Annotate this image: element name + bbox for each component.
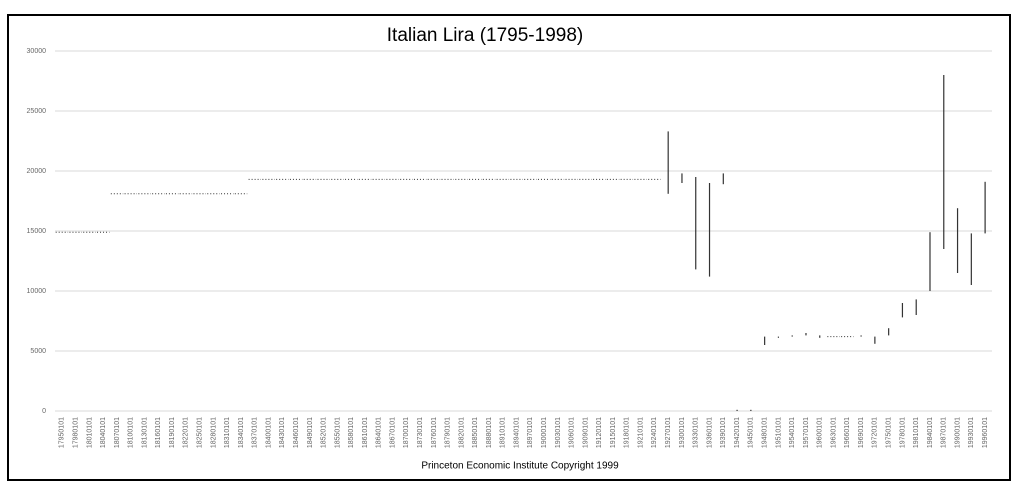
x-tick-label: 19240101 — [651, 417, 658, 448]
x-tick-label: 18820101 — [458, 417, 465, 448]
x-tick-label: 18370101 — [252, 417, 259, 448]
x-tick-label: 18760101 — [431, 417, 438, 448]
x-tick-label: 18700101 — [403, 417, 410, 448]
x-tick-label: 19330101 — [693, 417, 700, 448]
x-tick-label: 18550101 — [334, 417, 341, 448]
x-tick-label: 18610101 — [362, 417, 369, 448]
x-tick-label: 18070101 — [114, 417, 121, 448]
x-tick-label: 18130101 — [141, 417, 148, 448]
x-tick-label: 19570101 — [803, 417, 810, 448]
x-tick-label: 18970101 — [527, 417, 534, 448]
x-tick-label: 19390101 — [720, 417, 727, 448]
x-tick-label: 18100101 — [128, 417, 135, 448]
y-tick-label: 0 — [42, 408, 46, 415]
x-tick-label: 19930101 — [968, 417, 975, 448]
x-tick-label: 18790101 — [445, 417, 452, 448]
x-tick-label: 18250101 — [197, 417, 204, 448]
x-tick-label: 18520101 — [321, 417, 328, 448]
x-tick-label: 19780101 — [899, 417, 906, 448]
x-tick-label: 18430101 — [279, 417, 286, 448]
x-tick-label: 19270101 — [665, 417, 672, 448]
x-tick-label: 19450101 — [748, 417, 755, 448]
x-tick-label: 19060101 — [569, 417, 576, 448]
x-tick-label: 19960101 — [982, 417, 989, 448]
x-tick-label: 18280101 — [210, 417, 217, 448]
y-tick-label: 30000 — [27, 48, 47, 55]
x-tick-label: 18670101 — [389, 417, 396, 448]
x-tick-label: 19720101 — [872, 417, 879, 448]
x-tick-label: 19510101 — [775, 417, 782, 448]
x-tick-label: 19600101 — [817, 417, 824, 448]
x-tick-label: 18460101 — [293, 417, 300, 448]
x-tick-label: 19090101 — [582, 417, 589, 448]
footnote: Princeton Economic Institute Copyright 1… — [421, 461, 619, 472]
x-tick-label: 19630101 — [830, 417, 837, 448]
x-tick-label: 18220101 — [183, 417, 190, 448]
x-tick-label: 18490101 — [307, 417, 314, 448]
x-tick-label: 19120101 — [596, 417, 603, 448]
x-tick-label: 19840101 — [927, 417, 934, 448]
y-tick-label: 10000 — [27, 288, 47, 295]
x-tick-label: 18010101 — [86, 417, 93, 448]
x-tick-label: 19180101 — [624, 417, 631, 448]
x-tick-label: 19870101 — [941, 417, 948, 448]
x-tick-label: 19690101 — [858, 417, 865, 448]
x-tick-label: 17950101 — [59, 417, 66, 448]
x-tick-label: 18640101 — [376, 417, 383, 448]
x-tick-label: 19750101 — [885, 417, 892, 448]
x-tick-label: 19480101 — [761, 417, 768, 448]
x-tick-label: 18910101 — [500, 417, 507, 448]
x-tick-label: 18940101 — [513, 417, 520, 448]
x-tick-label: 19420101 — [734, 417, 741, 448]
x-tick-label: 18040101 — [100, 417, 107, 448]
y-tick-label: 15000 — [27, 228, 47, 235]
x-tick-label: 19360101 — [706, 417, 713, 448]
x-tick-label: 19210101 — [637, 417, 644, 448]
x-tick-label: 18340101 — [238, 417, 245, 448]
x-tick-label: 18190101 — [169, 417, 176, 448]
x-tick-label: 19810101 — [913, 417, 920, 448]
x-tick-label: 19150101 — [610, 417, 617, 448]
x-tick-label: 18880101 — [486, 417, 493, 448]
y-tick-label: 5000 — [30, 348, 46, 355]
x-tick-label: 19000101 — [541, 417, 548, 448]
chart-title: Italian Lira (1795-1998) — [387, 25, 583, 46]
x-tick-label: 19540101 — [789, 417, 796, 448]
x-tick-label: 18400101 — [265, 417, 272, 448]
x-tick-label: 18730101 — [417, 417, 424, 448]
x-tick-label: 19660101 — [844, 417, 851, 448]
x-tick-label: 19300101 — [679, 417, 686, 448]
x-tick-label: 18310101 — [224, 417, 231, 448]
x-tick-label: 19030101 — [555, 417, 562, 448]
x-tick-label: 18580101 — [348, 417, 355, 448]
y-tick-label: 20000 — [27, 168, 47, 175]
x-tick-label: 18160101 — [155, 417, 162, 448]
x-tick-label: 19900101 — [954, 417, 961, 448]
y-tick-label: 25000 — [27, 108, 47, 115]
chart-border — [7, 14, 1011, 481]
x-tick-label: 18850101 — [472, 417, 479, 448]
x-tick-label: 17980101 — [73, 417, 80, 448]
